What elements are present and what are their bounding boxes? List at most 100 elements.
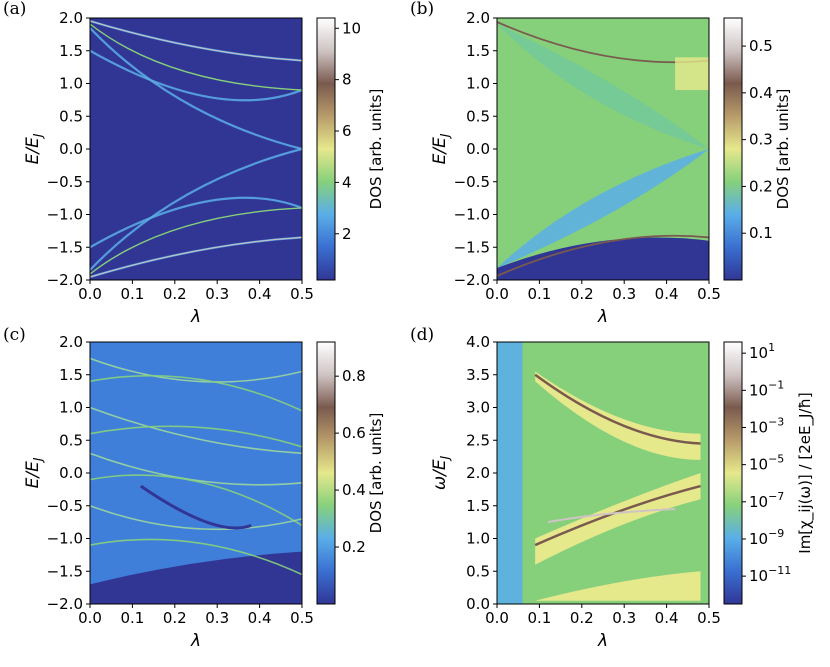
x-tick-label: 0.4 (655, 609, 679, 627)
x-tick-label: 0.0 (78, 609, 102, 627)
spectral-band (497, 234, 709, 277)
x-axis: 0.0 0.1 0.2 0.3 0.4 0.5 (78, 280, 314, 303)
heatmap (90, 342, 302, 604)
x-tick-label: 0.3 (612, 285, 636, 303)
x-tick-label: 0.2 (163, 609, 187, 627)
y-tick-label: 1.5 (466, 42, 490, 60)
colorbar-tick-label: 0.2 (342, 538, 366, 556)
y-axis-label: E/EJ (23, 457, 45, 488)
panel-d: 0.0 0.1 0.2 0.3 0.4 0.5 0.0 0.5 1.0 1.5 2.0 2.5 3.0 3… (410, 325, 815, 651)
x-tick-label: 0.3 (205, 285, 229, 303)
colorbar-gradient (723, 17, 743, 281)
y-tick-label: 2.0 (59, 9, 83, 27)
colorbar-tick-label: 10−7 (749, 490, 784, 511)
spectral-band (534, 373, 701, 445)
colorbar-label: DOS [arb. units] (367, 89, 385, 210)
band-region (535, 571, 701, 601)
x-tick-label: 0.4 (248, 609, 272, 627)
band-region (497, 24, 709, 149)
x-tick-label: 0.2 (570, 285, 594, 303)
colorbar-tick-label: 6 (342, 122, 352, 140)
x-axis: 0.0 0.1 0.2 0.3 0.4 0.5 (78, 604, 314, 627)
y-tick-label: 1.5 (466, 497, 490, 515)
y-tick-label: 0.5 (59, 107, 83, 125)
colorbar-tick-label: 10−1 (749, 378, 784, 399)
colorbar-gradient (723, 341, 743, 605)
spectral-band (90, 406, 302, 455)
y-tick-label: 2.0 (466, 464, 490, 482)
x-tick-label: 0.0 (78, 285, 102, 303)
panel-label: (a) (3, 0, 26, 19)
spectral-band (534, 484, 701, 547)
colorbar-tick-label: 10−11 (749, 564, 791, 585)
y-tick-label: 1.0 (466, 75, 490, 93)
x-tick-label: 0.5 (290, 609, 314, 627)
colorbar-tick-label: 10−3 (749, 415, 784, 436)
y-axis: −2.0 −1.5 −1.0 −0.5 0.0 0.5 1.0 1.5 2.0 (454, 9, 497, 289)
x-tick-label: 0.2 (163, 285, 187, 303)
colorbar-tick-label: 0.5 (749, 37, 773, 55)
panel-b: 0.0 0.1 0.2 0.3 0.4 0.5 −2.0 −1.5 −1.0 −0.5 0.0 0.5… (410, 0, 792, 327)
spectral-band (90, 207, 302, 275)
y-tick-label: −2.0 (47, 271, 83, 289)
colorbar: 101 10−1 10−3 10−5 10−7 10−9 10−11 Im[χ_ij(ω)] … (723, 341, 815, 605)
spectral-band (90, 538, 302, 576)
y-axis-label: ω/EJ (430, 455, 452, 490)
spectral-band (90, 27, 302, 151)
y-tick-label: −0.5 (47, 497, 83, 515)
band-region (497, 149, 709, 268)
x-tick-label: 0.3 (612, 609, 636, 627)
y-tick-label: 1.5 (59, 366, 83, 384)
colorbar-tick-label: 0.6 (342, 424, 366, 442)
heatmap (497, 342, 709, 604)
x-axis: 0.0 0.1 0.2 0.3 0.4 0.5 (485, 604, 721, 627)
colorbar: 2 4 6 8 10 DOS [arb. units] (316, 17, 385, 281)
band-region (535, 473, 701, 565)
y-tick-label: −1.0 (454, 206, 490, 224)
spectral-band (140, 484, 252, 530)
y-tick-label: 2.0 (59, 333, 83, 351)
panel-a: 0.0 0.1 0.2 0.3 0.4 0.5 −2.0 −1.5 −1.0 −0.5 0.0 0.5… (3, 0, 385, 327)
colorbar-tick-label: 101 (749, 341, 775, 362)
y-tick-label: −1.0 (47, 530, 83, 548)
spectral-band (90, 236, 302, 278)
spectral-band (90, 374, 302, 412)
y-tick-label: −1.0 (47, 206, 83, 224)
heatmap (497, 18, 709, 280)
x-tick-label: 0.4 (655, 285, 679, 303)
spectral-band (90, 452, 302, 486)
spectral-band (90, 196, 302, 249)
y-tick-label: −1.5 (454, 238, 490, 256)
colorbar: 0.1 0.2 0.3 0.4 0.5 DOS [arb. units] (723, 17, 792, 281)
colorbar-tick-label: 4 (342, 173, 352, 191)
x-tick-label: 0.1 (120, 609, 144, 627)
y-axis-label: E/EJ (430, 133, 452, 164)
panel-c: 0.0 0.1 0.2 0.3 0.4 0.5 −2.0 −1.5 −1.0 −0.5 0.0 0.5… (3, 325, 385, 651)
y-tick-label: 3.0 (466, 399, 490, 417)
y-tick-label: 0.0 (466, 140, 490, 158)
gap-region (90, 551, 302, 604)
spectral-band (90, 357, 302, 383)
y-axis: −2.0 −1.5 −1.0 −0.5 0.0 0.5 1.0 1.5 2.0 (47, 9, 90, 289)
colorbar-tick-label: 10−9 (749, 527, 784, 548)
spectral-band (90, 49, 302, 102)
y-tick-label: 1.0 (59, 399, 83, 417)
x-tick-label: 0.1 (527, 609, 551, 627)
band-region (497, 342, 523, 604)
x-tick-label: 0.1 (527, 285, 551, 303)
x-tick-label: 0.5 (290, 285, 314, 303)
colorbar-tick-label: 0.3 (749, 131, 773, 149)
colorbar-label: Im[χ_ij(ω)] / [2eE_J/ħ] (796, 392, 815, 553)
gap-region (497, 237, 709, 280)
y-tick-label: 1.5 (59, 42, 83, 60)
panel-label: (d) (410, 325, 434, 345)
x-axis-label: λ (597, 631, 608, 651)
colorbar-tick-label: 0.8 (342, 367, 366, 385)
y-tick-label: 0.0 (466, 595, 490, 613)
colorbar: 0.2 0.4 0.6 0.8 DOS [arb. units] (316, 341, 385, 605)
colorbar-tick-label: 8 (342, 71, 352, 89)
colorbar-label: DOS [arb. units] (367, 413, 385, 534)
y-tick-label: 2.5 (466, 431, 490, 449)
colorbar-gradient (316, 17, 336, 281)
